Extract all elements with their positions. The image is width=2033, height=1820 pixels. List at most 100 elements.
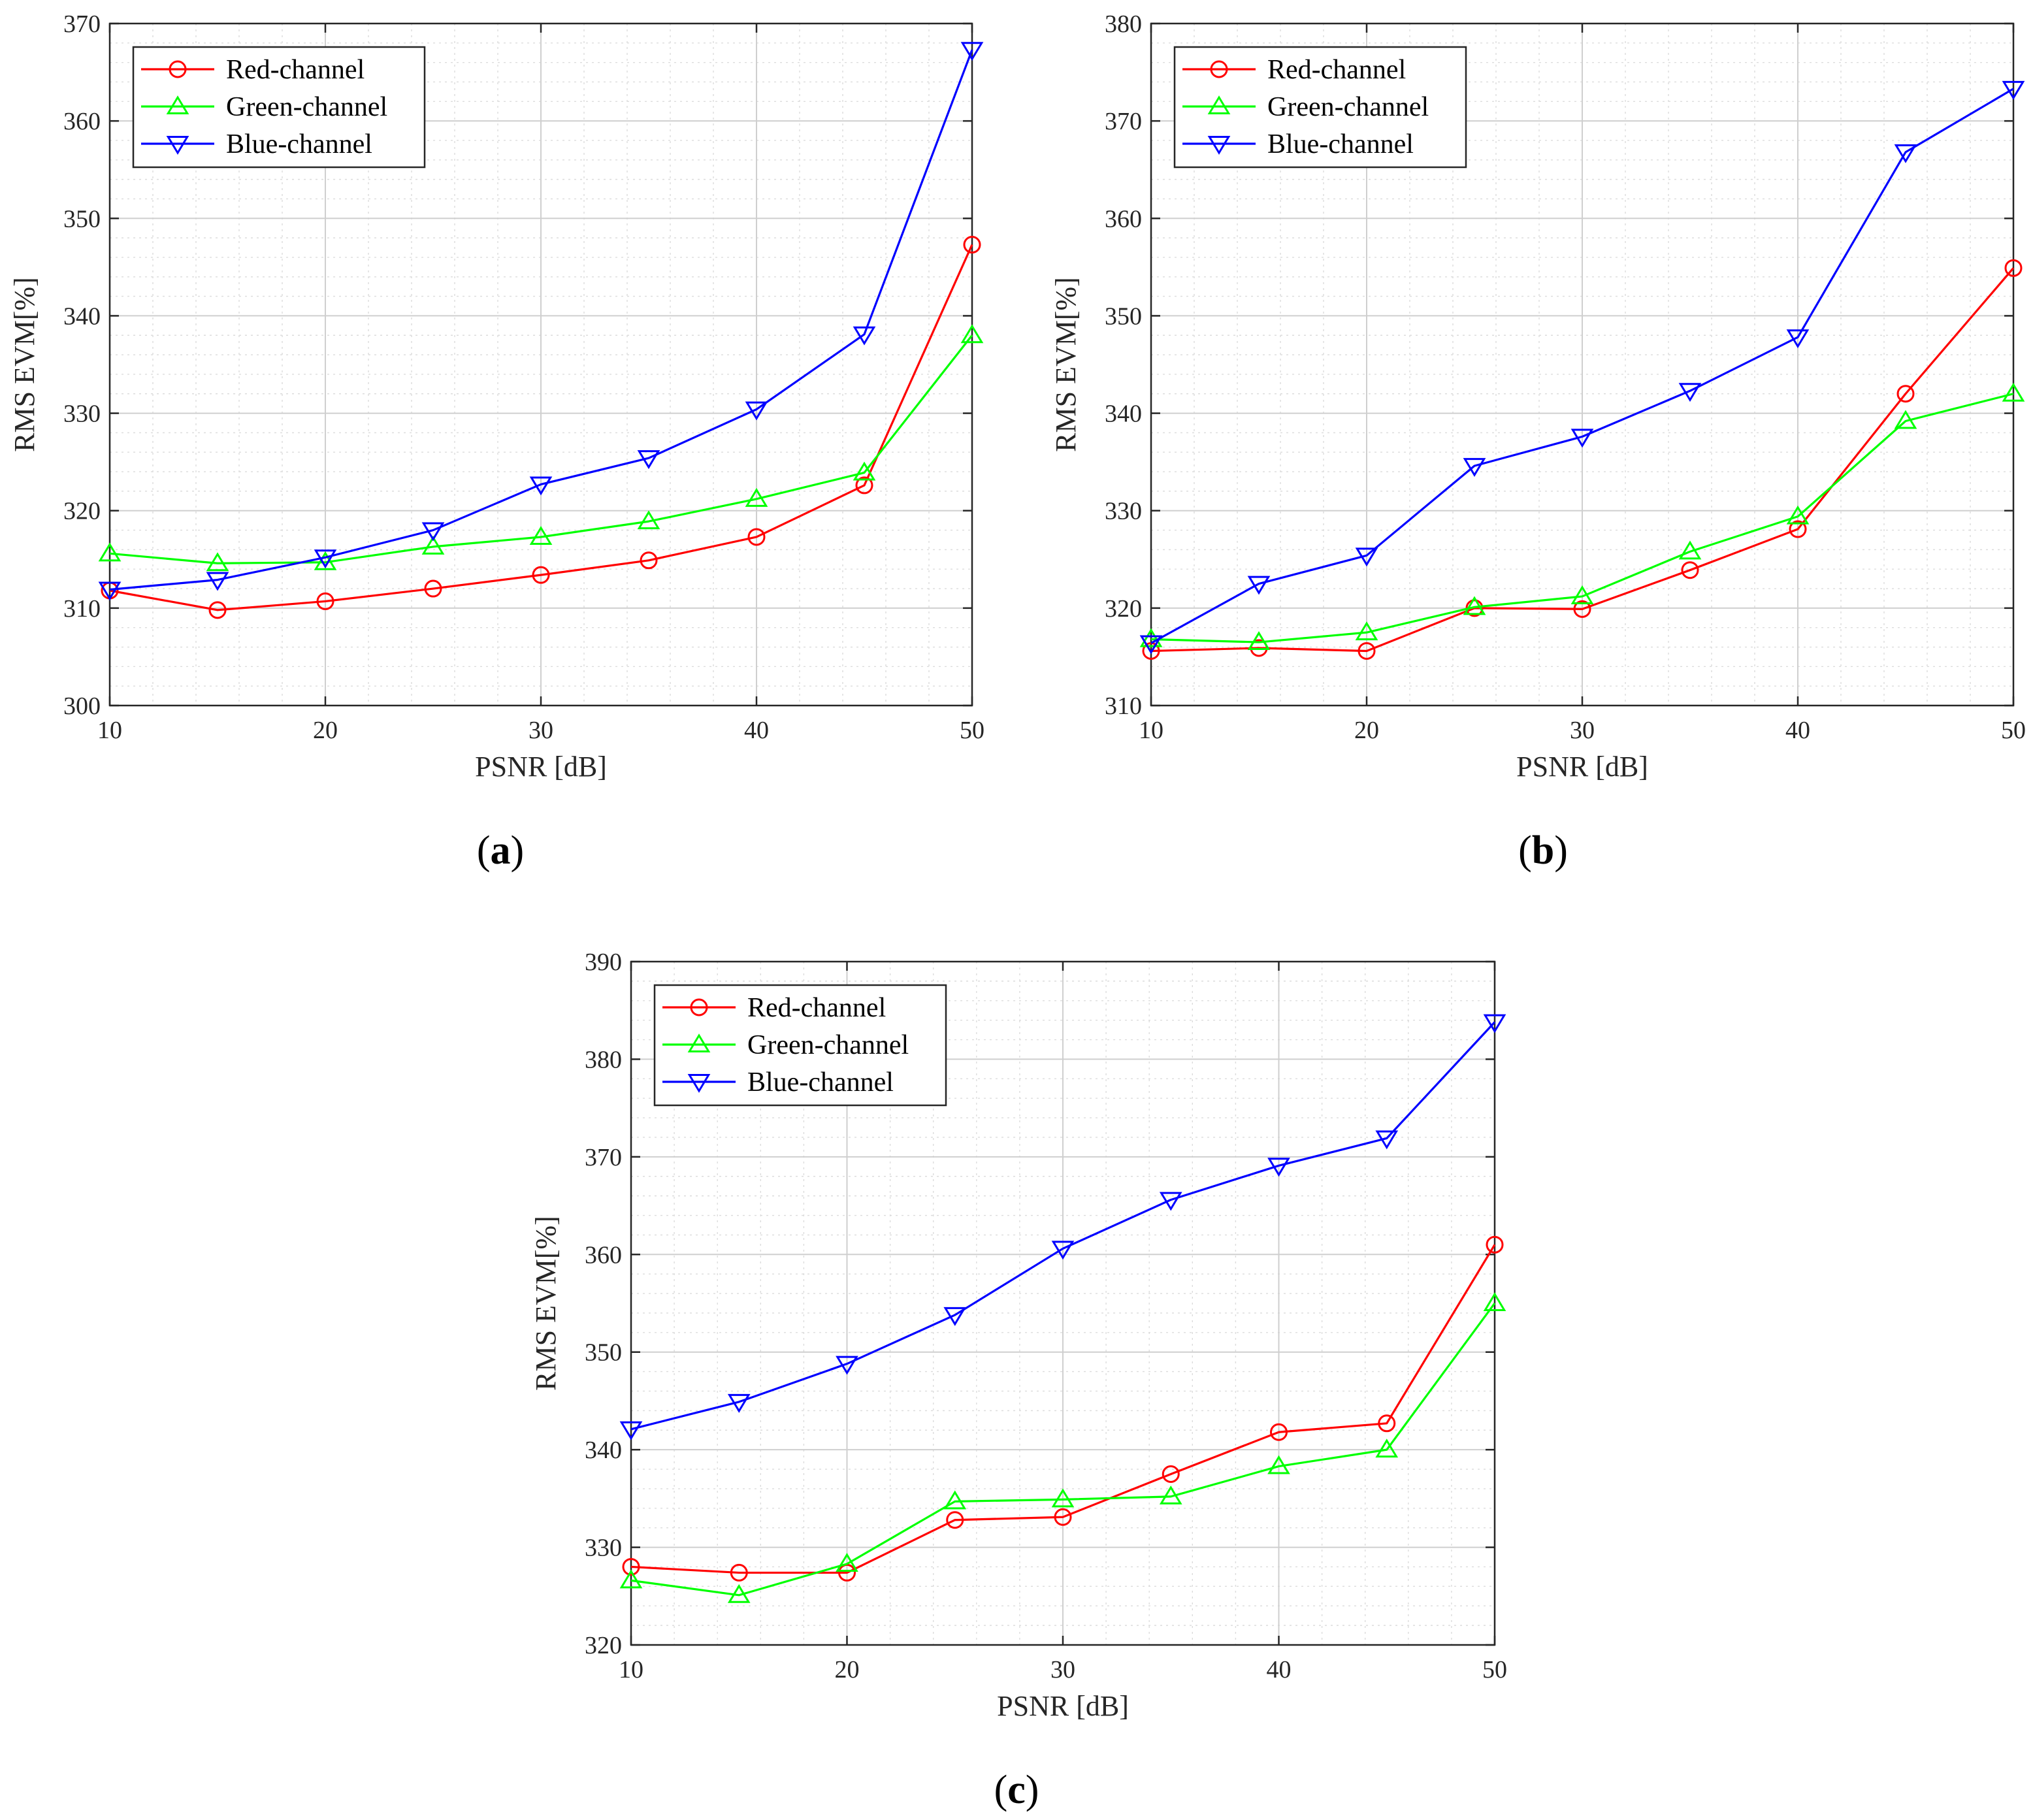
data-point-marker	[314, 551, 337, 570]
data-point-marker	[853, 326, 876, 346]
x-tick-label: 10	[619, 1656, 643, 1683]
data-point-marker	[963, 236, 981, 254]
x-tick-label: 50	[1482, 1656, 1507, 1683]
data-point-marker	[960, 324, 984, 344]
x-tick-label: 30	[529, 717, 553, 744]
series-line	[109, 49, 973, 591]
data-point-marker	[1486, 1235, 1504, 1254]
data-point-marker	[1681, 561, 1699, 579]
data-point-marker	[943, 1490, 967, 1510]
series-line	[1150, 267, 2015, 653]
data-point-marker	[316, 592, 334, 610]
y-tick-label: 360	[63, 108, 101, 135]
data-point-marker	[1355, 621, 1378, 641]
y-tick-label: 360	[585, 1241, 622, 1269]
series-red-channel	[622, 1235, 1504, 1582]
data-point-marker	[1789, 520, 1807, 538]
data-point-marker	[1054, 1508, 1072, 1526]
y-axis-label: RMS EVM[%]	[530, 1216, 562, 1391]
data-point-marker	[836, 1553, 858, 1572]
data-point-marker	[421, 535, 445, 555]
data-point-marker	[1786, 329, 1810, 349]
data-point-marker	[637, 450, 660, 470]
data-point-marker	[622, 1557, 640, 1576]
y-tick-label: 320	[1105, 595, 1142, 623]
legend-marker	[1207, 95, 1231, 114]
y-tick-label: 360	[1105, 205, 1142, 233]
legend-entry-label: Green-channel	[747, 1030, 909, 1060]
data-point-marker	[1159, 1485, 1182, 1504]
x-axis-label: PSNR [dB]	[997, 1690, 1129, 1722]
data-point-marker	[640, 551, 658, 570]
x-tick-label: 40	[1267, 1656, 1292, 1683]
series-red-channel	[1142, 259, 2023, 660]
data-point-marker	[1162, 1465, 1180, 1483]
x-tick-label: 20	[1354, 717, 1379, 744]
data-point-marker	[1159, 1192, 1182, 1211]
data-point-marker	[1267, 1158, 1290, 1177]
legend-entry-label: Green-channel	[1267, 92, 1429, 122]
data-point-marker	[206, 552, 229, 572]
series-line	[109, 244, 973, 611]
data-point-marker	[1483, 1014, 1506, 1033]
legend-entry-label: Red-channel	[1267, 55, 1406, 85]
y-tick-label: 330	[585, 1535, 622, 1562]
data-point-marker	[853, 461, 876, 481]
series-blue-channel	[1139, 80, 2025, 655]
legend-marker	[687, 1074, 711, 1093]
series-line	[109, 334, 973, 564]
data-point-marker	[1463, 596, 1486, 615]
data-point-marker	[1483, 1292, 1506, 1311]
series-blue-channel	[619, 1014, 1506, 1440]
data-point-marker	[1678, 383, 1702, 402]
y-axis-label: RMS EVM[%]	[1050, 277, 1082, 452]
legend-marker	[166, 95, 189, 114]
legend-marker	[166, 136, 189, 155]
data-point-marker	[98, 581, 122, 601]
data-point-marker	[727, 1584, 751, 1603]
series-green-channel	[619, 1292, 1506, 1603]
legend-entry-label: Red-channel	[226, 55, 365, 85]
data-point-marker	[745, 401, 768, 421]
series-line	[630, 1303, 1496, 1597]
data-point-marker	[1358, 642, 1376, 660]
x-axis-label: PSNR [dB]	[475, 751, 607, 783]
data-point-marker	[532, 566, 550, 584]
data-point-marker	[1375, 1438, 1399, 1458]
data-point-marker	[1570, 429, 1594, 448]
y-tick-label: 370	[1105, 108, 1142, 135]
x-tick-label: 20	[313, 717, 338, 744]
y-axis-label: RMS EVM[%]	[8, 277, 41, 452]
data-point-marker	[529, 526, 553, 545]
data-point-marker	[98, 542, 122, 562]
y-tick-label: 380	[1105, 10, 1142, 38]
panel-b-chart: 10 20 30 40 50 310 320 330 340 350 360 370 380 PSNR […	[1050, 10, 2026, 873]
data-point-marker	[745, 487, 768, 507]
x-tick-label: 20	[835, 1656, 860, 1683]
data-point-marker	[619, 1569, 643, 1589]
y-tick-label: 370	[63, 10, 101, 38]
series-blue-channel	[98, 42, 984, 601]
data-point-marker	[424, 579, 442, 598]
y-tick-label: 350	[1105, 302, 1142, 330]
data-point-marker	[637, 510, 660, 530]
data-point-marker	[2002, 382, 2025, 402]
data-point-marker	[421, 522, 445, 542]
legend: Red-channel Green-channel Blue-channel	[1173, 46, 1467, 169]
legend: Red-channel Green-channel Blue-channel	[653, 984, 947, 1107]
y-tick-label: 350	[585, 1339, 622, 1367]
legend-marker	[1207, 136, 1231, 155]
series-green-channel	[1139, 382, 2025, 651]
legend-marker	[169, 60, 187, 78]
data-point-marker	[1894, 410, 1917, 429]
data-point-marker	[1139, 635, 1163, 655]
data-point-marker	[1139, 628, 1163, 647]
y-tick-label: 300	[63, 692, 101, 720]
data-point-marker	[1250, 639, 1268, 657]
legend-marker	[690, 998, 708, 1016]
data-point-marker	[1247, 631, 1271, 651]
data-point-marker	[1573, 600, 1591, 618]
data-point-marker	[529, 476, 553, 496]
series-line	[1150, 393, 2014, 643]
